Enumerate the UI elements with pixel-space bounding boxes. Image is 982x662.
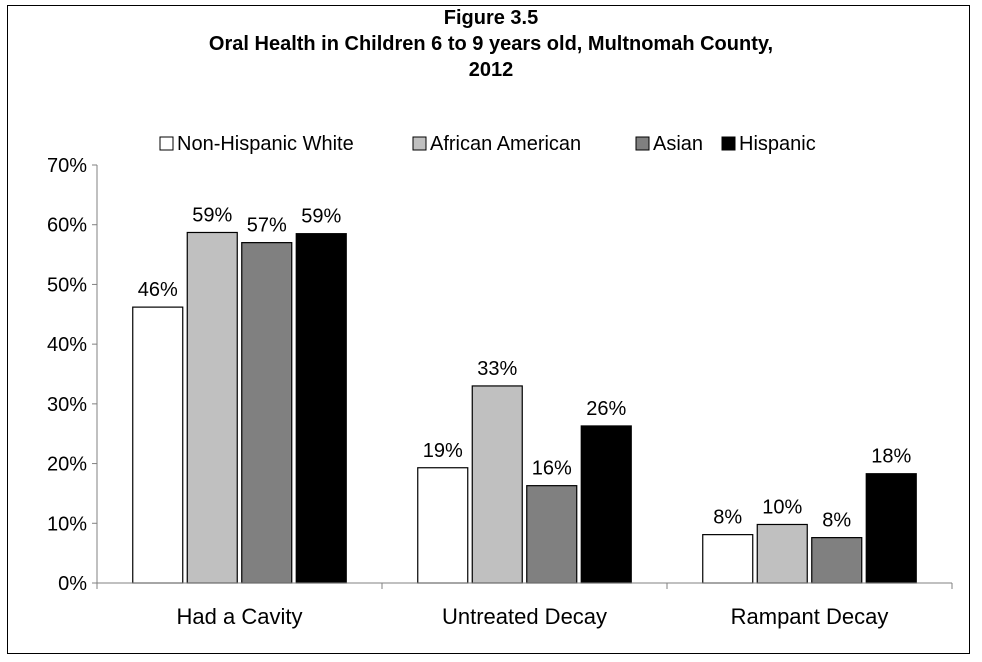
title-line-1: Figure 3.5 <box>444 7 538 29</box>
bar-0-3 <box>295 233 347 584</box>
bars: 46% 59% 57% 59% 19% 33% 16% 26% 8% 10% 8% 18% <box>132 204 917 584</box>
x-axis: Had a Cavity Untreated Decay Rampant Decay <box>96 582 953 629</box>
data-label-1-1: 33% <box>477 358 517 380</box>
bar-0-2 <box>241 242 293 584</box>
legend-label-1: African American <box>430 133 581 155</box>
legend-label-3: Hispanic <box>739 133 816 155</box>
bar-1-3 <box>580 425 632 584</box>
legend-swatch-3 <box>721 136 736 151</box>
legend-label-0: Non-Hispanic White <box>177 133 354 155</box>
bar-2-1 <box>756 523 808 584</box>
data-label-2-3: 18% <box>871 446 911 468</box>
data-label-0-1: 59% <box>192 204 232 226</box>
y-tick-label-0: 0% <box>58 573 87 595</box>
bar-2-0 <box>702 534 754 584</box>
data-label-1-2: 16% <box>532 458 572 480</box>
y-tick-label-2: 20% <box>47 454 87 476</box>
data-label-1-0: 19% <box>423 440 463 462</box>
y-tick-label-6: 60% <box>47 215 87 237</box>
y-tick-label-3: 30% <box>47 394 87 416</box>
bar-0-1 <box>186 231 238 584</box>
bar-2-3 <box>865 473 917 584</box>
x-category-label-0: Had a Cavity <box>177 604 303 629</box>
legend-label-2: Asian <box>653 133 703 155</box>
data-label-2-2: 8% <box>822 510 851 532</box>
y-axis: 0% 10% 20% 30% 40% 50% 60% 70% <box>47 155 98 595</box>
legend: Non-Hispanic White African American Asian H… <box>159 133 816 155</box>
x-category-label-2: Rampant Decay <box>731 604 889 629</box>
legend-swatch-0 <box>159 136 174 151</box>
y-tick-label-7: 70% <box>47 155 87 177</box>
y-tick-label-5: 50% <box>47 274 87 296</box>
x-category-label-1: Untreated Decay <box>442 604 607 629</box>
legend-swatch-2 <box>635 136 650 151</box>
data-label-0-3: 59% <box>301 206 341 228</box>
bar-1-1 <box>471 385 523 584</box>
bar-0-0 <box>132 306 184 584</box>
data-label-2-0: 8% <box>713 507 742 529</box>
bar-1-0 <box>417 467 469 584</box>
data-label-0-0: 46% <box>138 279 178 301</box>
y-tick-label-4: 40% <box>47 334 87 356</box>
bar-1-2 <box>526 485 578 584</box>
data-label-1-3: 26% <box>586 398 626 420</box>
data-label-2-1: 10% <box>762 496 802 518</box>
bar-2-2 <box>811 537 863 584</box>
legend-swatch-1 <box>412 136 427 151</box>
title-line-3: 2012 <box>469 59 514 81</box>
y-tick-label-1: 10% <box>47 513 87 535</box>
title-line-2: Oral Health in Children 6 to 9 years old… <box>209 33 773 55</box>
data-label-0-2: 57% <box>247 215 287 237</box>
chart-title: Figure 3.5 Oral Health in Children 6 to … <box>209 7 773 81</box>
